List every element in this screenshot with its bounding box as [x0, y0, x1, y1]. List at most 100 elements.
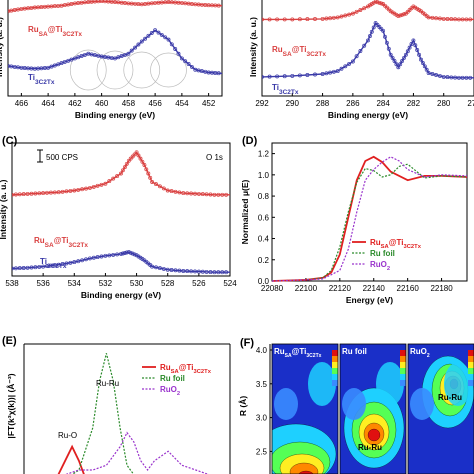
label-fragment: x: [84, 242, 88, 249]
data-point: [13, 266, 18, 271]
data-point: [37, 191, 42, 196]
subpanel-title: RuO2: [410, 347, 430, 359]
data-point: [12, 266, 14, 271]
data-point: [56, 62, 61, 67]
data-point: [80, 187, 85, 192]
label-fragment: Ru: [34, 236, 45, 245]
label-fragment: RuO: [410, 347, 427, 356]
data-point: [66, 58, 71, 63]
label-fragment: 3C: [194, 369, 202, 375]
data-point: [189, 64, 194, 69]
data-point: [445, 17, 450, 21]
data-point: [193, 191, 197, 196]
data-point: [60, 189, 65, 194]
x-tick-label: 22120: [329, 284, 352, 293]
label-fragment: 3C: [404, 244, 412, 250]
data-point: [115, 174, 120, 179]
data-point: [267, 17, 272, 22]
label-ti3c2tx: Ti3C2Tx: [28, 73, 55, 86]
data-point: [297, 17, 302, 22]
data-point: [136, 42, 141, 47]
data-point: [186, 62, 191, 66]
data-point: [136, 153, 141, 158]
data-point: [405, 49, 410, 54]
annotation-ru-ru: Ru-Ru: [96, 379, 119, 388]
panel-f-wavelet-transform: (F) 2.5 3.0 3.5 4.0 R (Å) RuSA@Ti3C2Tx Ru foil R…: [238, 337, 474, 474]
x-tick-label: 464: [41, 99, 55, 108]
data-point: [413, 43, 418, 48]
data-point: [140, 159, 145, 164]
label-fragment: @Ti: [54, 236, 69, 245]
data-point: [72, 188, 77, 193]
data-point: [426, 71, 431, 75]
data-point: [60, 262, 65, 266]
data-point: [149, 31, 154, 35]
data-point: [111, 252, 116, 257]
data-point: [434, 73, 439, 77]
data-point: [335, 69, 340, 74]
data-point: [189, 269, 194, 274]
y-tick-label: 2.5: [256, 447, 268, 456]
data-point: [339, 14, 344, 19]
x-tick-label: 286: [346, 99, 360, 108]
label-fragment: Ru foil: [160, 374, 185, 383]
colorbar-step: [468, 362, 474, 368]
contour-level: [376, 362, 404, 406]
panel-c-o1s-xps: (C) 538 536 534 532 530 528 526 524 Binding energ…: [0, 135, 237, 300]
data-point: [177, 268, 182, 273]
data-point: [13, 192, 18, 197]
data-point: [163, 35, 168, 40]
data-point: [185, 191, 190, 196]
data-point: [103, 253, 108, 258]
subpanel-frame: [407, 343, 474, 474]
data-point: [41, 191, 46, 196]
label-fragment: @Ti: [292, 45, 307, 54]
data-point: [154, 265, 158, 270]
data-point: [165, 267, 170, 272]
label-fragment: 2T: [71, 31, 79, 38]
data-point: [193, 269, 197, 274]
data-point: [37, 264, 42, 269]
data-point: [415, 48, 420, 52]
data-point: [48, 190, 53, 195]
data-point: [441, 16, 446, 21]
data-point: [169, 268, 174, 272]
data-point: [369, 29, 374, 34]
label-fragment: 2T: [411, 244, 418, 250]
data-point: [328, 16, 333, 21]
label-fragment: x: [208, 369, 212, 375]
data-point: [142, 163, 147, 167]
data-point: [216, 270, 221, 275]
contour-level: [410, 388, 434, 420]
label-fragment: 2: [177, 391, 180, 397]
annotation-ru-ru: Ru-Ru: [358, 443, 382, 452]
y-tick-label: 3.0: [256, 414, 268, 423]
data-point: [119, 171, 123, 176]
series-line: [262, 0, 474, 21]
y-axis-label: Intensity (a. u.): [0, 17, 4, 77]
label-fragment: RuO: [370, 260, 387, 269]
data-point: [95, 255, 100, 260]
label-ru-sa: RuSA@Ti3C2Tx: [272, 45, 326, 58]
colorbar-step: [400, 356, 406, 362]
annotation-ru-o: Ru-O: [58, 431, 77, 440]
data-point: [45, 190, 49, 195]
data-point: [297, 73, 302, 78]
data-point: [371, 25, 376, 30]
data-point: [208, 192, 213, 197]
wavelet-subpanel: RuSA@Ti3C2Tx: [271, 343, 339, 474]
data-point: [216, 71, 221, 76]
region-label: O 1s: [206, 153, 223, 162]
data-point: [275, 74, 280, 79]
x-axis-label: Binding energy (eV): [81, 290, 161, 300]
data-point: [130, 154, 135, 159]
data-point: [68, 188, 73, 193]
contour-level: [289, 462, 319, 474]
data-point: [196, 269, 201, 274]
data-point: [220, 192, 225, 197]
label-fragment: Ru: [160, 363, 171, 372]
data-point: [165, 188, 170, 193]
x-tick-label: 454: [175, 99, 189, 108]
data-point: [381, 28, 386, 33]
data-point: [426, 15, 431, 20]
